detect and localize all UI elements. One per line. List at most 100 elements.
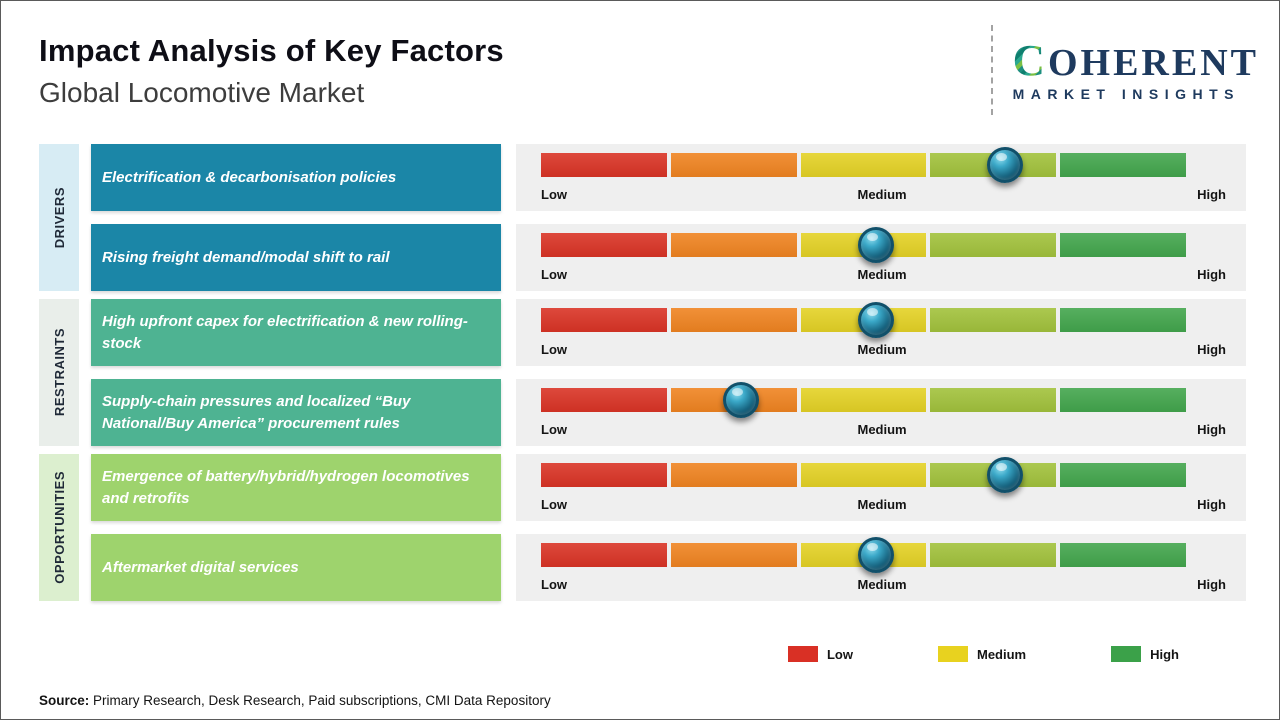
source-note: Source: Primary Research, Desk Research,…: [39, 693, 551, 708]
scale-high: High: [1197, 422, 1226, 437]
impact-chart: DRIVERS Electrification & decarbonisatio…: [39, 144, 1246, 609]
factor-row: Aftermarket digital services Low: [91, 534, 1246, 601]
bar-segment-low-med: [670, 543, 797, 567]
factor-label-box: Electrification & decarbonisation polici…: [91, 144, 501, 211]
legend: Low Medium High: [787, 646, 1179, 662]
legend-swatch-medium: [937, 646, 968, 662]
bar-segment-high: [1060, 543, 1186, 567]
scale-low: Low: [541, 577, 567, 592]
factor-label: High upfront capex for electrification &…: [102, 312, 468, 352]
scale-low: Low: [541, 342, 567, 357]
bar-segment-high: [1060, 308, 1186, 332]
bar-segment-low-med: [670, 463, 797, 487]
factor-row: Electrification & decarbonisation polici…: [91, 144, 1246, 211]
impact-scale: Low Medium High: [516, 224, 1246, 291]
scale-labels: Low Medium High: [541, 577, 1226, 592]
scale-labels: Low Medium High: [541, 342, 1226, 357]
factor-label: Electrification & decarbonisation polici…: [102, 168, 397, 186]
bar-segment-med-high: [930, 543, 1057, 567]
bar-segment-med-high: [930, 388, 1057, 412]
group-label-opportunities: OPPORTUNITIES: [39, 454, 79, 601]
bar-segment-low: [541, 153, 667, 177]
legend-label-medium: Medium: [976, 646, 1027, 662]
impact-marker: [722, 382, 759, 418]
impact-scale: Low Medium High: [516, 534, 1246, 601]
legend-swatch-low: [787, 646, 818, 662]
bar-segment-med-high: [930, 308, 1057, 332]
bar-segment-low-med: [670, 308, 797, 332]
scale-high: High: [1197, 342, 1226, 357]
bar-segment-low: [541, 233, 667, 257]
group-label-drivers: DRIVERS: [39, 144, 79, 291]
page-subtitle: Global Locomotive Market: [39, 77, 365, 108]
group-label-text: DRIVERS: [51, 186, 67, 249]
factor-label: Aftermarket digital services: [102, 558, 299, 576]
scale-medium: Medium: [857, 342, 907, 357]
scale-low: Low: [541, 422, 567, 437]
scale-low: Low: [541, 267, 567, 282]
bar-segment-med-high: [930, 233, 1057, 257]
group-label-text: RESTRAINTS: [51, 328, 67, 417]
scale-labels: Low Medium High: [541, 497, 1226, 512]
impact-gradient-bar: [541, 227, 1186, 263]
impact-marker: [987, 147, 1024, 183]
impact-marker: [987, 457, 1024, 493]
bar-segment-medium: [800, 463, 927, 487]
brand-name: COHERENT: [1012, 34, 1259, 85]
scale-high: High: [1197, 267, 1226, 282]
factor-label: Rising freight demand/modal shift to rai…: [102, 248, 390, 266]
brand-c-mosaic-icon: C: [1012, 34, 1048, 85]
factor-label: Supply-chain pressures and localized “Bu…: [102, 392, 411, 432]
header: Impact Analysis of Key Factors Global Lo…: [39, 33, 504, 109]
legend-swatch-high: [1111, 646, 1142, 662]
impact-marker: [858, 537, 895, 573]
scale-labels: Low Medium High: [541, 187, 1226, 202]
scale-high: High: [1197, 187, 1226, 202]
scale-medium: Medium: [857, 267, 907, 282]
bar-segment-high: [1060, 388, 1186, 412]
impact-scale: Low Medium High: [516, 454, 1246, 521]
scale-labels: Low Medium High: [541, 422, 1226, 437]
factor-label-box: Aftermarket digital services: [91, 534, 501, 601]
scale-medium: Medium: [857, 577, 907, 592]
scale-high: High: [1197, 497, 1226, 512]
logo-divider: [990, 25, 993, 115]
legend-item-medium: Medium: [937, 646, 1027, 662]
scale-medium: Medium: [857, 187, 907, 202]
scale-low: Low: [541, 187, 567, 202]
brand-rest: OHERENT: [1047, 41, 1259, 84]
bar-segment-low: [541, 308, 667, 332]
scale-medium: Medium: [857, 422, 907, 437]
bar-segment-low-med: [670, 153, 797, 177]
impact-gradient-bar: [541, 302, 1186, 338]
impact-marker: [858, 302, 895, 338]
group-label-restraints: RESTRAINTS: [39, 299, 79, 446]
bar-segment-medium: [800, 153, 927, 177]
impact-scale: Low Medium High: [516, 299, 1246, 366]
impact-gradient-bar: [541, 147, 1186, 183]
group-restraints: RESTRAINTS High upfront capex for electr…: [39, 299, 1246, 446]
bar-segment-low-med: [670, 233, 797, 257]
bar-segment-high: [1060, 463, 1186, 487]
bar-segment-low: [541, 463, 667, 487]
legend-label-high: High: [1150, 646, 1179, 662]
bar-segment-low: [541, 543, 667, 567]
source-prefix: Source:: [39, 693, 90, 708]
impact-marker: [858, 227, 895, 263]
group-opportunities: OPPORTUNITIES Emergence of battery/hybri…: [39, 454, 1246, 601]
factor-label-box: Supply-chain pressures and localized “Bu…: [91, 379, 501, 446]
group-drivers: DRIVERS Electrification & decarbonisatio…: [39, 144, 1246, 291]
bar-segment-high: [1060, 233, 1186, 257]
factor-label-box: High upfront capex for electrification &…: [91, 299, 501, 366]
brand-text: COHERENT MARKET INSIGHTS: [1012, 34, 1259, 102]
scale-medium: Medium: [857, 497, 907, 512]
factor-label-box: Emergence of battery/hybrid/hydrogen loc…: [91, 454, 501, 521]
source-text: Primary Research, Desk Research, Paid su…: [93, 693, 551, 708]
scale-labels: Low Medium High: [541, 267, 1226, 282]
impact-gradient-bar: [541, 457, 1186, 493]
bar-segment-medium: [800, 388, 927, 412]
page-title: Impact Analysis of Key Factors: [39, 33, 504, 68]
factor-row: Rising freight demand/modal shift to rai…: [91, 224, 1246, 291]
impact-gradient-bar: [541, 537, 1186, 573]
